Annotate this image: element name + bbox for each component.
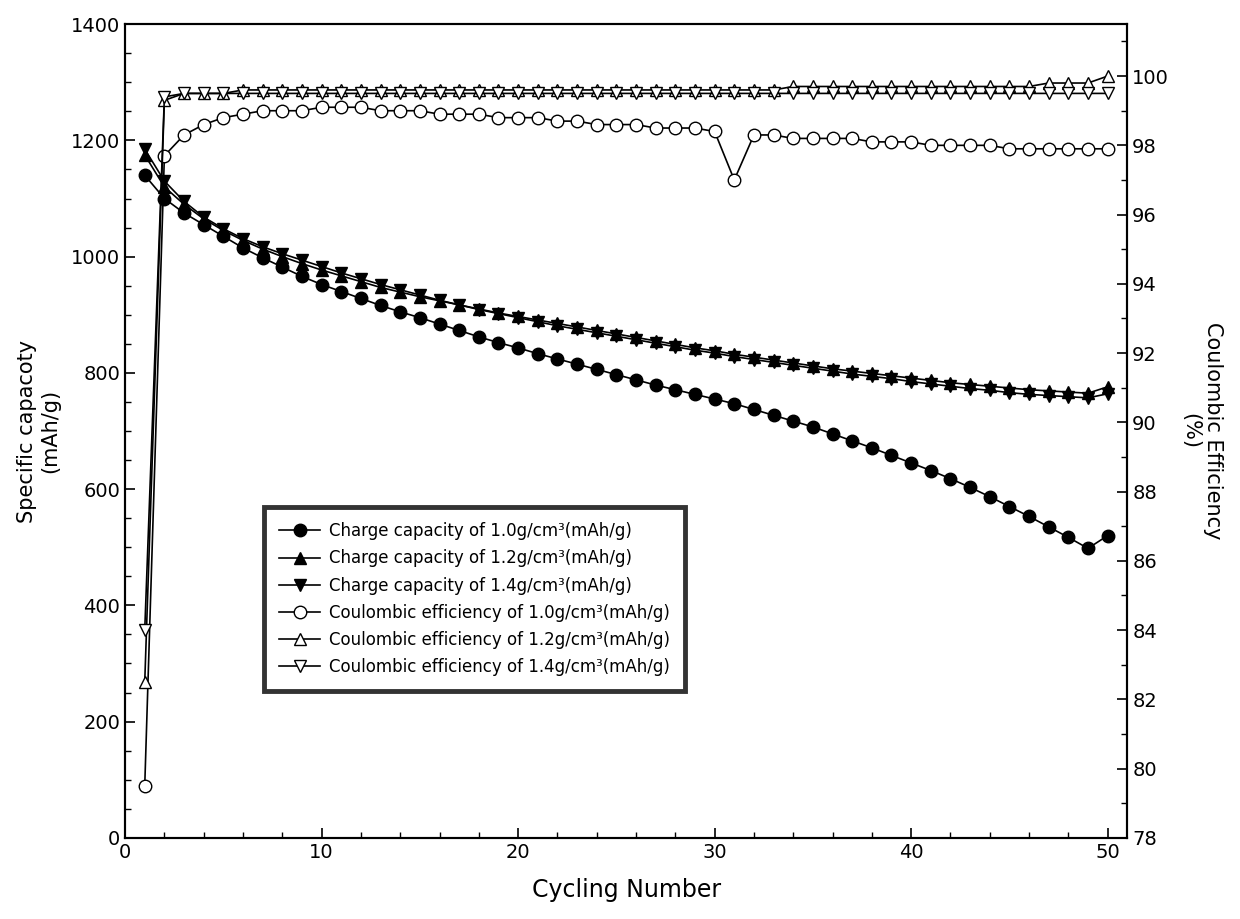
Y-axis label: Specific capacoty
(mAh/g): Specific capacoty (mAh/g) [16, 339, 60, 523]
Y-axis label: Coulombic Efficiency
(%): Coulombic Efficiency (%) [1180, 323, 1224, 539]
X-axis label: Cycling Number: Cycling Number [532, 879, 720, 902]
Legend: Charge capacity of 1.0g/cm³(mAh/g), Charge capacity of 1.2g/cm³(mAh/g), Charge c: Charge capacity of 1.0g/cm³(mAh/g), Char… [264, 507, 684, 691]
